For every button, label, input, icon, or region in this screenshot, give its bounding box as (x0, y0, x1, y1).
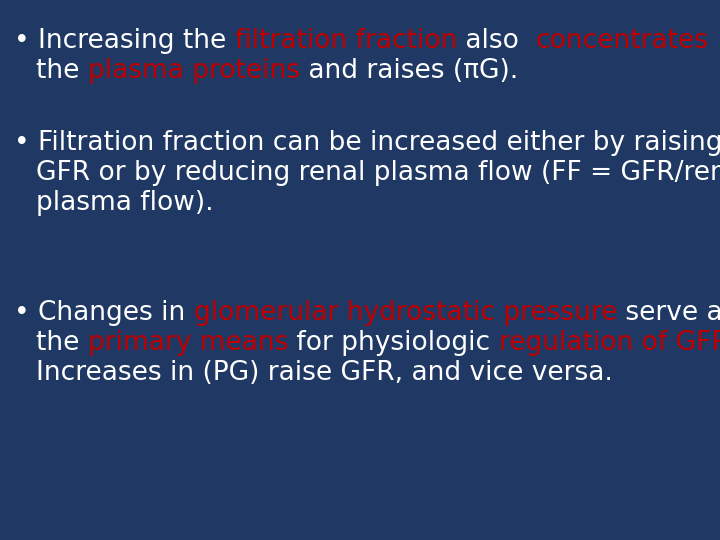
Text: regulation of GFR: regulation of GFR (499, 330, 720, 356)
Text: also: also (457, 28, 536, 54)
Text: the: the (36, 58, 88, 84)
Text: glomerular hydrostatic pressure: glomerular hydrostatic pressure (194, 300, 617, 326)
Text: filtration fraction: filtration fraction (235, 28, 457, 54)
Text: Increases in (PG) raise GFR, and vice versa.: Increases in (PG) raise GFR, and vice ve… (36, 360, 613, 386)
Text: • Filtration fraction can be increased either by raising: • Filtration fraction can be increased e… (14, 130, 720, 156)
Text: the: the (36, 330, 88, 356)
Text: and raises (πG).: and raises (πG). (300, 58, 518, 84)
Text: serve as: serve as (617, 300, 720, 326)
Text: plasma flow).: plasma flow). (36, 190, 214, 216)
Text: • Increasing the: • Increasing the (14, 28, 235, 54)
Text: plasma proteins: plasma proteins (88, 58, 300, 84)
Text: for physiologic: for physiologic (288, 330, 499, 356)
Text: primary means: primary means (88, 330, 288, 356)
Text: • Changes in: • Changes in (14, 300, 194, 326)
Text: concentrates: concentrates (536, 28, 708, 54)
Text: GFR or by reducing renal plasma flow (FF = GFR/renal: GFR or by reducing renal plasma flow (FF… (36, 160, 720, 186)
